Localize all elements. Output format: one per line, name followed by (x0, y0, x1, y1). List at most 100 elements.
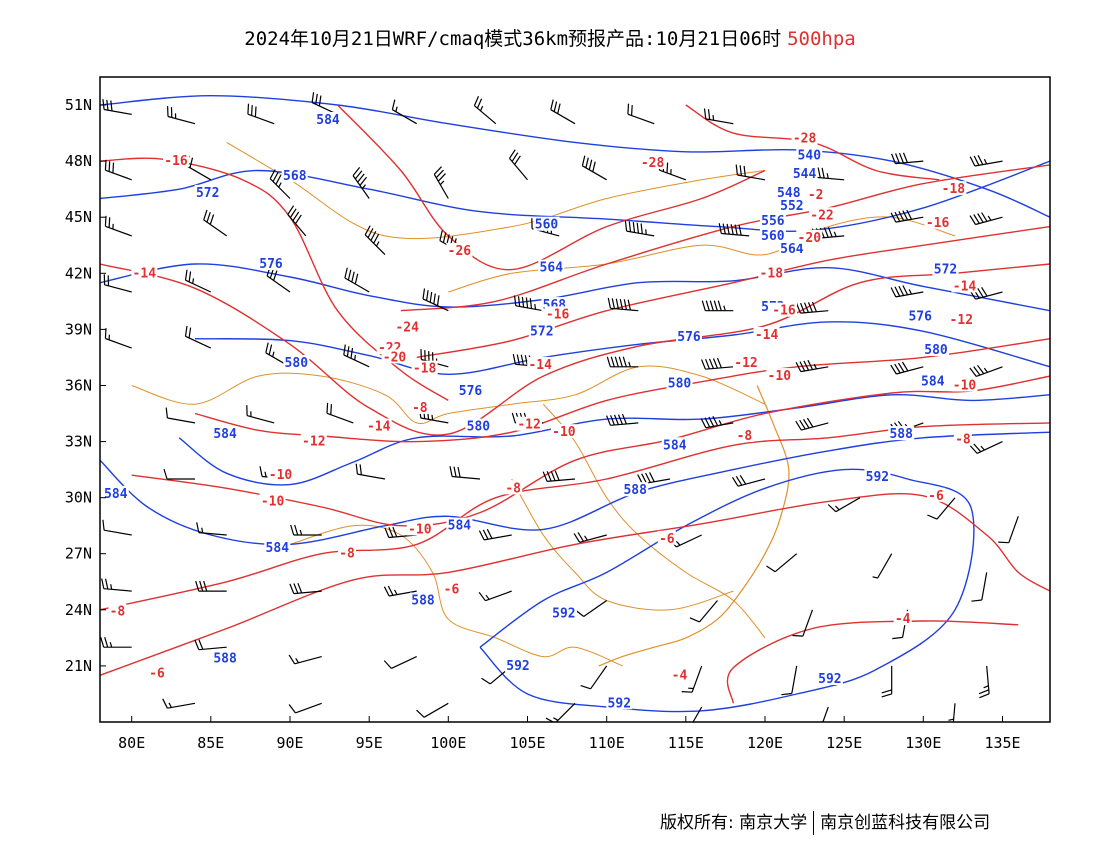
temperature-contour--10 (131, 375, 1050, 527)
wind-barb (545, 702, 576, 722)
wind-barb (247, 103, 275, 125)
temperature-label: -24 (395, 321, 419, 336)
wind-barb (344, 267, 370, 293)
temperature-label: -6 (444, 582, 460, 597)
wind-barb (102, 519, 132, 536)
temperature-label: -8 (412, 401, 428, 416)
wind-barb (101, 578, 132, 592)
wind-barb (422, 288, 449, 312)
wind-barb (104, 328, 132, 349)
wind-barb (606, 356, 639, 368)
lon-tick-label: 130E (905, 734, 941, 752)
lon-tick-label: 95E (356, 734, 383, 752)
wind-barb (627, 103, 655, 125)
wind-barb (781, 665, 798, 696)
height-contour-580 (194, 321, 1050, 376)
height-label: 576 (908, 309, 932, 324)
contour-label-bg (666, 375, 693, 390)
wind-barb (580, 665, 608, 690)
country-border (542, 403, 766, 639)
lat-tick-label: 21N (65, 657, 92, 675)
wind-barb (606, 413, 639, 426)
lat-tick-label: 42N (65, 264, 92, 282)
height-label: 592 (506, 659, 529, 674)
height-label: 584 (104, 487, 128, 502)
contour-label-bg (919, 373, 946, 388)
contour-label-bg (108, 603, 127, 618)
wind-barb (473, 95, 497, 125)
wind-barb (607, 297, 639, 312)
wind-barb (184, 269, 212, 293)
plot-area: 584 568 572 576 580 584 584 584 584 588 588 592 592 5… (100, 92, 1050, 722)
contour-label-bg (657, 530, 676, 545)
wind-barb (731, 474, 766, 487)
height-label: 576 (677, 330, 701, 345)
wind-barb (384, 526, 417, 539)
temperature-label: -18 (760, 266, 784, 281)
contour-label-bg (816, 671, 843, 685)
lat-tick-label: 30N (65, 489, 92, 507)
lat-tick-label: 39N (65, 320, 92, 338)
lon-tick-label: 125E (826, 734, 862, 752)
temperature-contour--18 (416, 225, 1050, 359)
wind-barb (288, 654, 322, 665)
contour-label-bg (550, 424, 577, 439)
wind-barb (416, 702, 449, 718)
contour-label-bg (791, 166, 818, 181)
contour-label-bg (212, 650, 239, 665)
temperature-label: -28 (793, 132, 817, 147)
height-label: 592 (818, 672, 841, 687)
wind-barb (795, 417, 829, 431)
lon-tick-label: 105E (509, 734, 545, 752)
title-text: 2024年10月21日WRF/cmaq模式36km预报产品:10月21日06时 (244, 28, 782, 50)
wind-barb (637, 472, 671, 485)
lat-tick-label: 48N (65, 152, 92, 170)
wind-barb (165, 407, 196, 424)
lon-tick-label: 120E (747, 734, 783, 752)
wind-barb (718, 223, 750, 237)
temperature-label: -16 (772, 304, 796, 319)
contour-label-bg (406, 521, 433, 536)
height-label: 580 (668, 377, 692, 392)
wind-barb (969, 212, 1003, 226)
contour-label-bg (809, 207, 835, 222)
temperature-label: -10 (552, 425, 576, 440)
wind-barb (513, 295, 544, 312)
height-label: 576 (459, 384, 483, 399)
wind-barb (364, 225, 386, 256)
height-contour-576 (100, 263, 1050, 312)
temperature-label: -14 (953, 279, 977, 294)
wind-barb (287, 205, 307, 237)
contour-label-bg (806, 186, 825, 201)
temperature-label: -20 (383, 350, 407, 365)
contour-label-bg (338, 545, 356, 560)
temperature-contour--6 (100, 492, 1050, 676)
wind-barb (969, 441, 1003, 454)
wind-barb (269, 169, 291, 199)
height-label: 588 (213, 651, 237, 666)
wind-barb (890, 209, 924, 223)
temperature-label: -18 (942, 182, 966, 197)
wind-barb (391, 99, 417, 125)
height-label: 556 (761, 214, 785, 229)
contour-label-bg (394, 319, 421, 334)
contour-label-bg (446, 517, 473, 532)
wind-barb (542, 470, 576, 482)
contour-label-bg (735, 428, 754, 442)
contour-label-bg (212, 426, 239, 441)
contour-label-bg (923, 342, 949, 356)
contour-label-bg (951, 377, 978, 392)
contour-label-bg (131, 265, 158, 280)
height-label: 580 (285, 356, 309, 371)
height-label: 584 (663, 438, 687, 453)
contour-label-bg (533, 216, 560, 231)
temperature-label: -12 (517, 418, 540, 433)
wind-barb (701, 357, 734, 370)
contour-label-bg (676, 328, 702, 343)
wind-barb (550, 99, 576, 125)
temperature-label: -4 (895, 612, 911, 627)
wind-barb (681, 706, 703, 722)
wind-barb (891, 152, 924, 165)
wind-barb (735, 164, 766, 181)
